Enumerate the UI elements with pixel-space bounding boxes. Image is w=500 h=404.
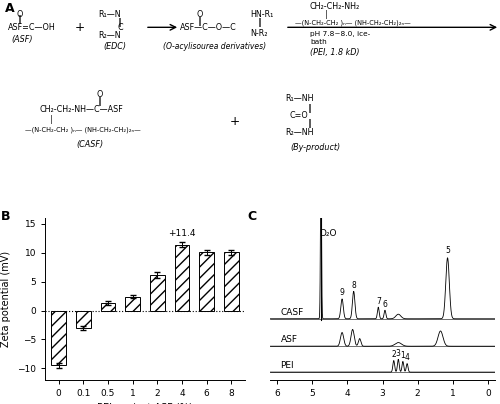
Bar xyxy=(100,303,116,311)
Text: |: | xyxy=(50,115,52,124)
Text: CH₂-CH₂-NH₂: CH₂-CH₂-NH₂ xyxy=(310,2,360,11)
Text: |: | xyxy=(325,10,328,19)
Text: (PEI, 1.8 kD): (PEI, 1.8 kD) xyxy=(310,48,360,57)
Text: O: O xyxy=(97,90,103,99)
Text: ASF—C—O—C: ASF—C—O—C xyxy=(180,23,237,32)
Text: R₂—N: R₂—N xyxy=(98,31,122,40)
Text: (By-product): (By-product) xyxy=(290,143,340,152)
Text: (CASF): (CASF) xyxy=(76,141,104,149)
Bar xyxy=(174,245,190,311)
Text: B: B xyxy=(1,210,11,223)
Text: (EDC): (EDC) xyxy=(104,42,126,51)
Y-axis label: Zeta potential (mV): Zeta potential (mV) xyxy=(2,251,12,347)
Text: —(N-CH₂-CH₂ )ₙ— (NH-CH₂-CH₂)₂ₙ—: —(N-CH₂-CH₂ )ₙ— (NH-CH₂-CH₂)₂ₙ— xyxy=(295,20,411,26)
Text: ‖: ‖ xyxy=(198,17,202,25)
Text: +11.4: +11.4 xyxy=(168,229,196,238)
Text: D₂O: D₂O xyxy=(319,229,336,238)
Text: C: C xyxy=(248,210,256,223)
Text: 2: 2 xyxy=(392,350,396,359)
Text: ‖: ‖ xyxy=(98,97,102,106)
Text: PEI: PEI xyxy=(280,361,294,370)
Text: ‖: ‖ xyxy=(18,15,22,25)
Text: A: A xyxy=(5,2,15,15)
Text: (ASF): (ASF) xyxy=(12,36,33,44)
Text: ‖: ‖ xyxy=(258,17,262,27)
Text: O: O xyxy=(197,10,203,19)
Text: —(N-CH₂-CH₂ )ₙ— (NH-CH₂-CH₂)₂ₙ—: —(N-CH₂-CH₂ )ₙ— (NH-CH₂-CH₂)₂ₙ— xyxy=(25,127,141,133)
X-axis label: PEI against ASF (%): PEI against ASF (%) xyxy=(97,403,193,404)
Text: 4: 4 xyxy=(404,354,409,362)
Bar xyxy=(224,252,239,311)
Text: R₁—NH: R₁—NH xyxy=(285,94,314,103)
Text: 3: 3 xyxy=(396,349,401,358)
Text: ‖: ‖ xyxy=(308,120,312,128)
Text: HN-R₁: HN-R₁ xyxy=(250,10,274,19)
Bar xyxy=(51,311,66,365)
Text: (O-acylisourea derivatives): (O-acylisourea derivatives) xyxy=(164,42,266,51)
Text: 6: 6 xyxy=(382,300,388,309)
Text: R₂—NH: R₂—NH xyxy=(285,128,314,137)
Text: +: + xyxy=(75,21,85,34)
Text: ASF: ASF xyxy=(280,335,297,344)
Text: 7: 7 xyxy=(376,297,380,306)
Text: bath: bath xyxy=(310,39,327,45)
Bar xyxy=(150,275,165,311)
Text: CH₂-CH₂-NH—C—ASF: CH₂-CH₂-NH—C—ASF xyxy=(40,105,124,114)
X-axis label: ppm: ppm xyxy=(369,403,396,404)
Text: O: O xyxy=(17,10,23,19)
Text: N-R₂: N-R₂ xyxy=(250,29,268,38)
Text: C: C xyxy=(117,23,123,32)
Text: ‖: ‖ xyxy=(308,104,312,113)
Text: 9: 9 xyxy=(340,288,344,297)
Text: 5: 5 xyxy=(445,246,450,255)
Text: 8: 8 xyxy=(352,281,356,290)
Bar xyxy=(125,297,140,311)
Text: ‖: ‖ xyxy=(118,17,122,27)
Text: 1: 1 xyxy=(400,351,406,360)
Text: +: + xyxy=(230,116,240,128)
Text: C=O: C=O xyxy=(290,111,309,120)
Text: ASF=C—OH: ASF=C—OH xyxy=(8,23,55,32)
Text: pH 7.8~8.0, ice-: pH 7.8~8.0, ice- xyxy=(310,31,370,37)
Text: R₁—N: R₁—N xyxy=(98,10,122,19)
Bar xyxy=(200,252,214,311)
Text: CASF: CASF xyxy=(280,308,304,317)
Bar xyxy=(76,311,90,328)
